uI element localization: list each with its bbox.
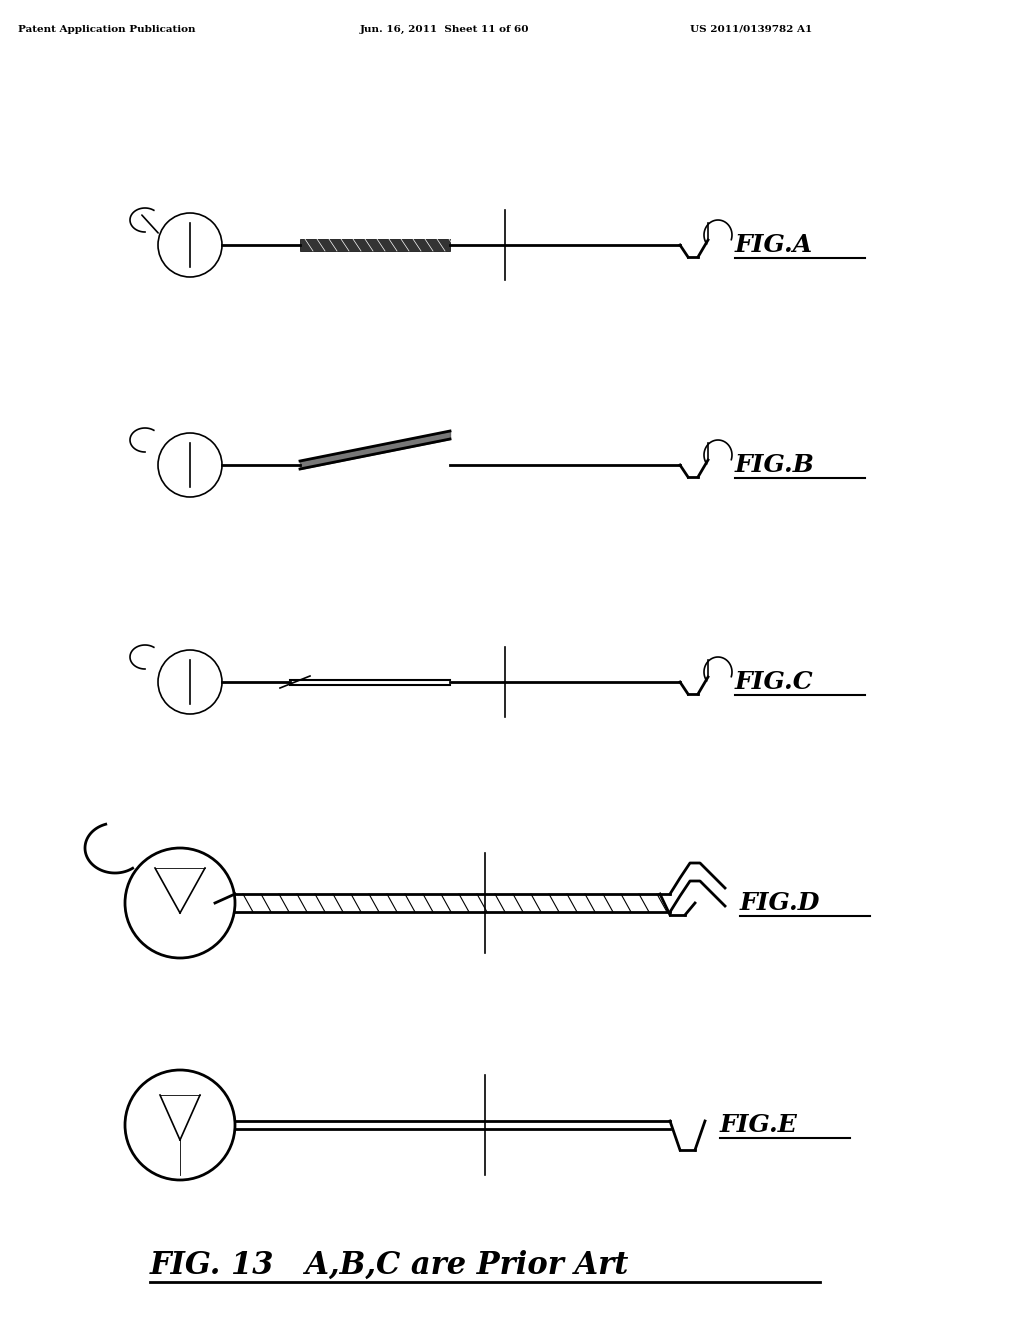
Text: FIG.A: FIG.A (735, 234, 813, 257)
Text: FIG.E: FIG.E (720, 1113, 798, 1137)
Text: FIG. 13   A,B,C are Prior Art: FIG. 13 A,B,C are Prior Art (150, 1250, 630, 1280)
Text: Patent Application Publication: Patent Application Publication (18, 25, 196, 34)
Text: FIG.C: FIG.C (735, 671, 814, 694)
Text: FIG.D: FIG.D (740, 891, 820, 915)
Text: FIG.B: FIG.B (735, 453, 815, 477)
Text: Jun. 16, 2011  Sheet 11 of 60: Jun. 16, 2011 Sheet 11 of 60 (360, 25, 529, 34)
Text: US 2011/0139782 A1: US 2011/0139782 A1 (690, 25, 812, 34)
Bar (300, 239, 450, 251)
